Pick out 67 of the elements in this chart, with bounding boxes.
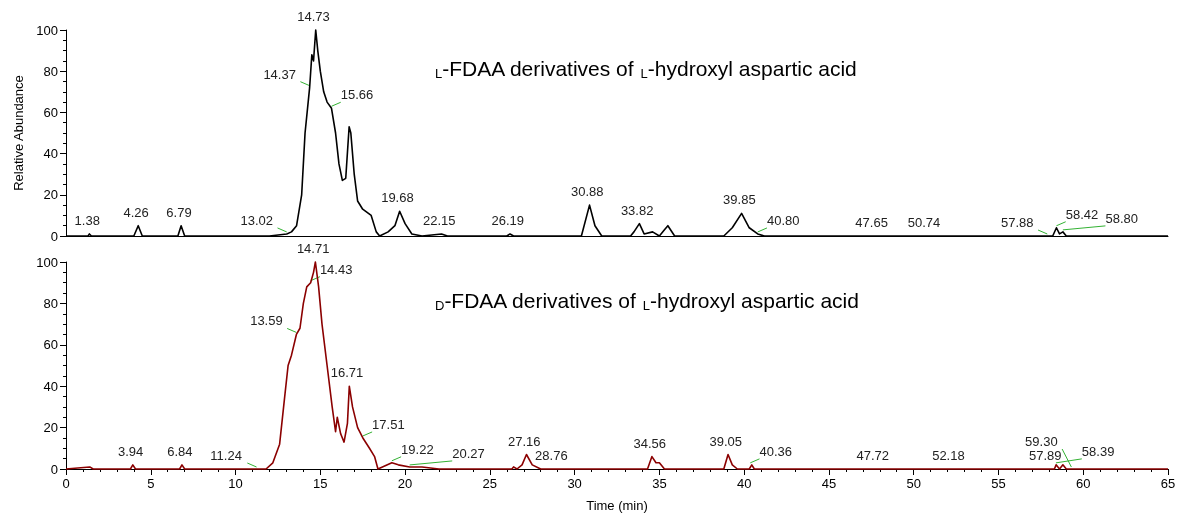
annotation: 30.88 <box>571 184 604 200</box>
annotation: 1.38 <box>74 212 100 228</box>
annotation: 14.43 <box>319 261 353 277</box>
annotation: 14.37 <box>263 66 296 82</box>
annotation: 17.51 <box>372 416 405 432</box>
y-tick-label: 100 <box>36 254 58 270</box>
x-axis-title: Time (min) <box>586 498 648 513</box>
y-tick-label: 40 <box>43 378 58 394</box>
annotation: 26.19 <box>491 212 525 228</box>
x-tick-label: 15 <box>313 476 328 491</box>
annotation: 4.26 <box>123 204 149 220</box>
annotation: 11.24 <box>210 448 242 463</box>
y-tick-label: 0 <box>50 228 58 244</box>
annotation: 16.71 <box>330 365 364 381</box>
annotation: 47.65 <box>855 215 888 230</box>
annotation: 13.02 <box>240 212 274 228</box>
annotation: 50.74 <box>907 215 941 230</box>
annotation: 27.16 <box>507 433 541 449</box>
y-axis-title: Relative Abundance <box>11 75 27 191</box>
annotation: 58.42 <box>1065 206 1099 222</box>
annotation: 3.94 <box>118 443 144 459</box>
y-tick-label: 20 <box>43 420 58 436</box>
annotation: 47.72 <box>856 448 890 463</box>
annotation: 14.71 <box>296 241 330 256</box>
x-tick-label: 45 <box>821 476 837 491</box>
y-tick-label: 20 <box>43 187 58 203</box>
annotation: 19.22 <box>401 441 434 457</box>
x-tick-label: 60 <box>1076 476 1091 491</box>
annotation: 58.80 <box>1105 210 1138 226</box>
annotation: 6.79 <box>166 204 192 220</box>
x-tick-label: 50 <box>906 476 921 491</box>
annotation: 6.84 <box>167 443 193 459</box>
x-tick-label: 40 <box>736 476 752 491</box>
annotation: 33.82 <box>620 202 654 218</box>
x-tick-label: 5 <box>147 476 155 491</box>
y-tick-label: 60 <box>43 104 58 120</box>
annotation: 15.66 <box>340 87 374 103</box>
annotation: 34.56 <box>633 435 666 451</box>
annotation: 40.36 <box>759 443 793 459</box>
annotation: 40.80 <box>766 212 800 228</box>
annotation: 20.27 <box>452 445 485 461</box>
x-tick-label: 30 <box>567 476 582 491</box>
x-tick-label: 0 <box>62 476 70 491</box>
annotation: 59.30 <box>1025 434 1058 449</box>
x-tick-label: 25 <box>482 476 498 491</box>
y-tick-label: 0 <box>50 461 58 477</box>
annotation: 58.39 <box>1081 443 1115 459</box>
annotation: 19.68 <box>381 190 414 206</box>
annotation: 22.15 <box>423 212 456 228</box>
annotation: 39.05 <box>709 433 743 449</box>
annotation: 57.88 <box>1001 215 1034 230</box>
x-tick-label: 35 <box>652 476 667 491</box>
x-tick-label: 65 <box>1160 476 1176 491</box>
annotation: 52.18 <box>932 448 965 463</box>
annotation: 13.59 <box>250 313 283 329</box>
annotation: 57.89 <box>1028 448 1062 463</box>
y-tick-label: 40 <box>43 146 58 162</box>
x-tick-label: 10 <box>228 476 243 491</box>
x-tick-label: 55 <box>991 476 1006 491</box>
y-tick-label: 100 <box>36 22 58 38</box>
annotation: 28.76 <box>535 448 568 463</box>
x-tick-label: 20 <box>397 476 413 491</box>
y-tick-label: 60 <box>43 337 58 353</box>
annotation: 14.73 <box>297 9 330 24</box>
y-tick-label: 80 <box>43 295 58 311</box>
y-tick-label: 80 <box>43 63 58 79</box>
annotation: 39.85 <box>723 192 756 208</box>
